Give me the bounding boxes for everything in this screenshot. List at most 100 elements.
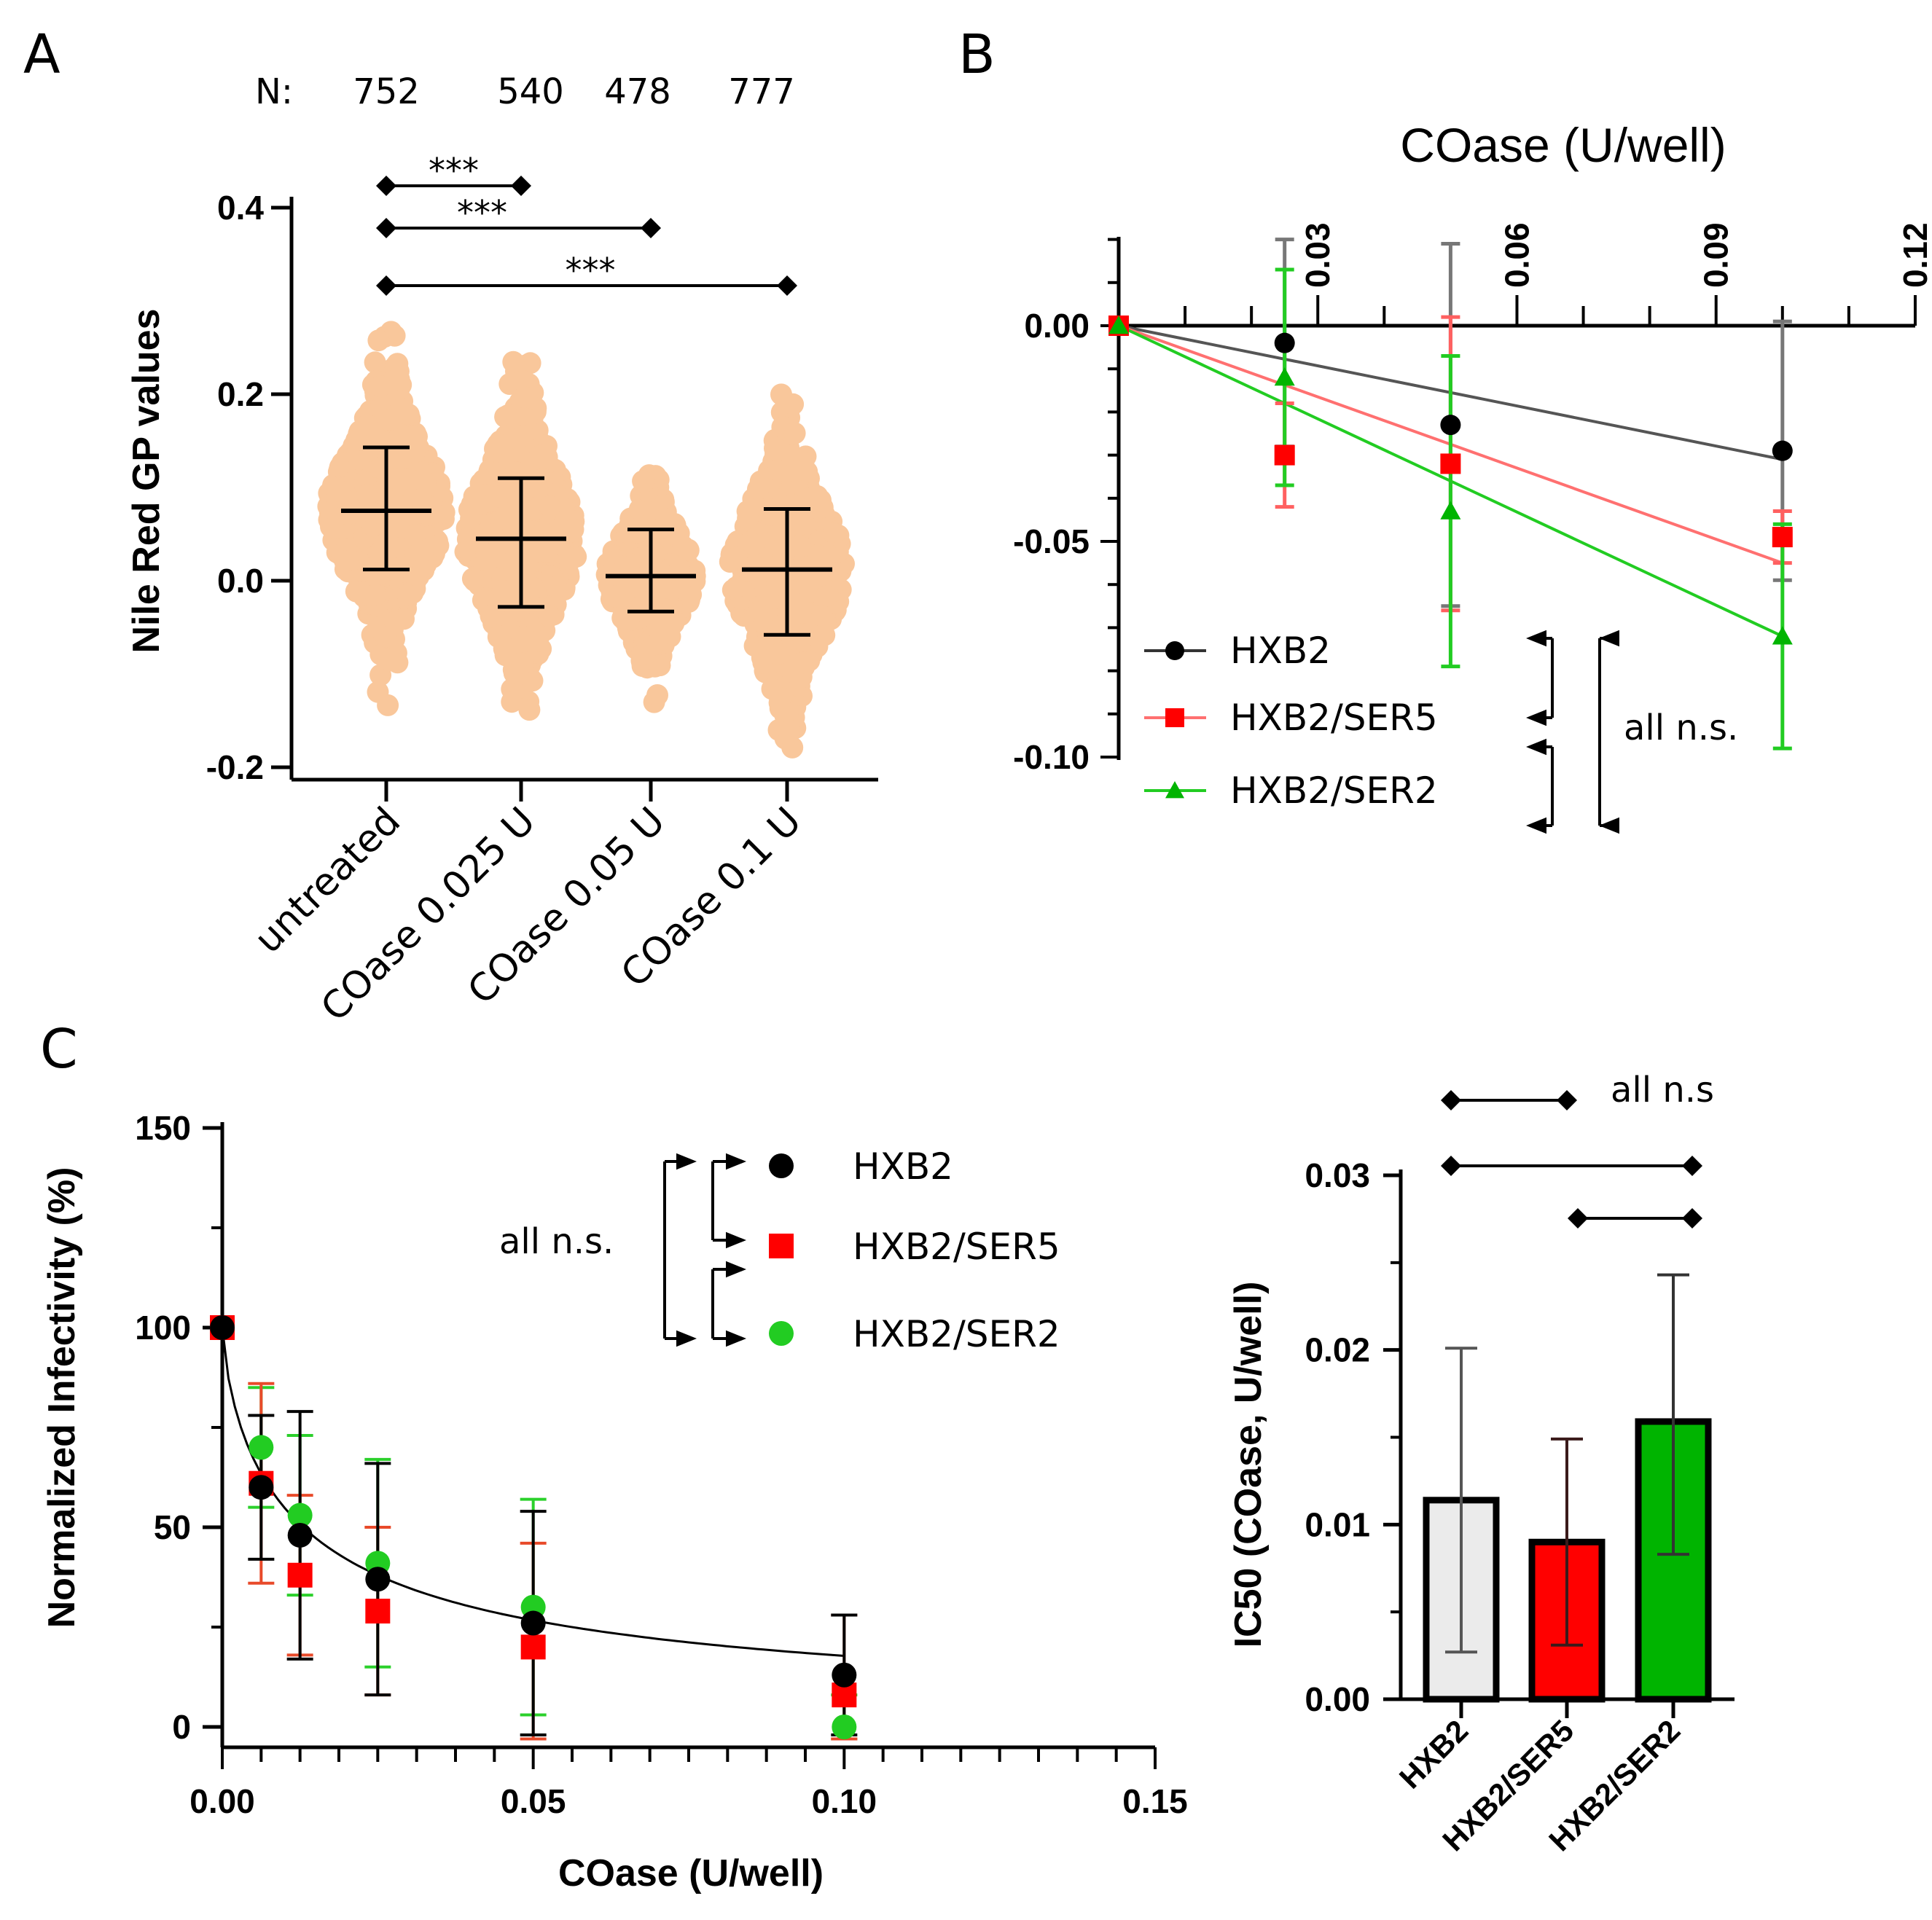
panel-c-bar-chart: 0.00 0.01 0.02 0.03 all n.s IC50 (COase, U/…: [1227, 1070, 1735, 1857]
panel-a-point: [469, 493, 491, 515]
panel-a-comparison-end: [376, 275, 396, 296]
panel-a-point: [487, 433, 509, 455]
panel-a-point: [791, 601, 813, 624]
panel-a-significance: ***: [566, 251, 616, 290]
panel-b-point: [1274, 367, 1295, 386]
panel-c-point: [365, 1567, 391, 1592]
panel-a-point: [410, 540, 432, 563]
panel-a-comparison-end: [376, 176, 396, 196]
panel-a-point: [614, 556, 637, 578]
panel-a-point: [562, 518, 584, 541]
panel-a-point: [487, 626, 509, 649]
panel-c-point: [210, 1315, 235, 1340]
panel-a-point: [377, 694, 399, 716]
panel-b-legend-marker: [1165, 781, 1184, 799]
panel-b-bracket-arrow: [1599, 630, 1619, 647]
panel-a-point: [390, 398, 412, 420]
panel-a-point: [364, 584, 387, 606]
panel-c-axes: 0.00 0.05 0.10 0.15 0 50 100 150: [135, 1109, 1188, 1820]
panel-a-point: [512, 425, 535, 447]
panel-a-point: [628, 517, 651, 538]
panel-a-point: [502, 350, 525, 373]
panel-a-point: [518, 699, 541, 721]
panel-c-point: [287, 1562, 313, 1588]
panel-a-point: [796, 575, 818, 597]
panel-a-point: [770, 383, 792, 406]
panel-b-chart: COase (U/well) 0.03 0.06 0.09 0.12 0.00 -0.05…: [1013, 118, 1932, 834]
bar-ylabel: IC50 (COase, U/well): [1227, 1282, 1270, 1648]
panel-a-point: [377, 648, 399, 670]
panel-b-bracket-arrow: [1526, 630, 1546, 647]
panel-a-y-tick-label: 0.2: [217, 375, 264, 413]
panel-a-point: [510, 407, 533, 430]
panel-a-point: [367, 329, 390, 352]
panel-c-point: [832, 1662, 857, 1688]
panel-a-n-prefix: N:: [255, 71, 293, 112]
bar-comparisons: [1441, 1090, 1702, 1229]
panel-a-n-count: 540: [497, 71, 564, 112]
panel-b-legend-marker: [1165, 641, 1184, 660]
panel-a-point: [538, 605, 560, 627]
panel-c-legend-label: HXB2/SER5: [853, 1226, 1060, 1268]
panel-a-point: [415, 471, 437, 494]
bar-axes: 0.00 0.01 0.02 0.03: [1305, 1156, 1735, 1718]
panel-b-point: [1440, 415, 1461, 436]
panel-a-point: [529, 444, 552, 466]
panel-a-point: [334, 550, 356, 573]
panel-a-y-tick-label: -0.2: [206, 748, 264, 786]
panel-a-comparison-end: [641, 218, 661, 238]
panel-a-point: [321, 517, 344, 539]
panel-a-point: [641, 635, 664, 658]
panel-a-point: [337, 503, 359, 525]
panel-c-bracket-arrow: [726, 1153, 746, 1170]
panel-a-n-count: 752: [353, 71, 420, 112]
panel-a-point: [388, 368, 410, 391]
panel-b-legend-marker: [1165, 708, 1184, 727]
panel-a-n-count: 478: [604, 71, 671, 112]
panel-a-point: [539, 495, 561, 517]
panel-a-point: [545, 576, 568, 598]
panel-a-point: [811, 496, 834, 519]
panel-b-point: [1274, 332, 1295, 353]
panel-b-point: [1440, 501, 1461, 520]
panel-a-point: [769, 687, 791, 710]
panel-b-point: [1440, 453, 1461, 474]
panel-c-y-tick-label: 150: [135, 1109, 191, 1147]
panel-c-legend-label: HXB2/SER2: [853, 1313, 1060, 1355]
panel-b-x-tick-label: 0.03: [1299, 222, 1337, 288]
panel-a-point: [655, 508, 678, 530]
panel-b-bracket-arrow: [1526, 709, 1546, 726]
panel-b-axes: 0.03 0.06 0.09 0.12 0.00 -0.05 -0.10: [1013, 222, 1932, 776]
panel-a-point: [823, 522, 845, 545]
panel-a-n-count: 777: [728, 71, 795, 112]
panel-a-y-tick-label: 0.4: [217, 189, 264, 227]
panel-a-comparisons: *********: [376, 151, 797, 296]
bar-y-tick-label: 0.03: [1305, 1156, 1370, 1194]
panel-a-point: [509, 369, 532, 391]
panel-a-significance: ***: [457, 193, 507, 232]
bar-marks: [1423, 1273, 1712, 1703]
panel-b-point: [1772, 527, 1793, 548]
panel-c-legend: HXB2 HXB2/SER5 HXB2/SER2: [769, 1145, 1060, 1355]
panel-a-point: [389, 494, 412, 517]
panel-a-point: [766, 568, 789, 591]
panel-a-point: [412, 559, 435, 581]
panel-a-point: [767, 438, 789, 461]
panel-c-legend-label: HXB2: [853, 1145, 953, 1188]
panel-b-legend-label: HXB2/SER2: [1230, 769, 1438, 812]
panel-c-legend-marker: [769, 1153, 794, 1178]
panel-c-point: [287, 1502, 313, 1528]
panel-c-point: [520, 1634, 546, 1660]
panel-a-point: [345, 429, 367, 452]
panel-a-point: [331, 452, 353, 474]
bar-category-label: HXB2: [1393, 1713, 1474, 1795]
bar-comparison-end: [1568, 1208, 1588, 1229]
panel-b-y-tick-label: -0.10: [1013, 738, 1090, 776]
panel-b-y-tick-label: -0.05: [1013, 522, 1090, 560]
panel-c-bracket-arrow: [726, 1330, 746, 1347]
panel-a-point: [521, 670, 544, 692]
panel-b-legend-label: HXB2: [1230, 630, 1331, 672]
panel-a-point: [461, 568, 484, 590]
panel-b-legend-label: HXB2/SER5: [1230, 697, 1438, 739]
